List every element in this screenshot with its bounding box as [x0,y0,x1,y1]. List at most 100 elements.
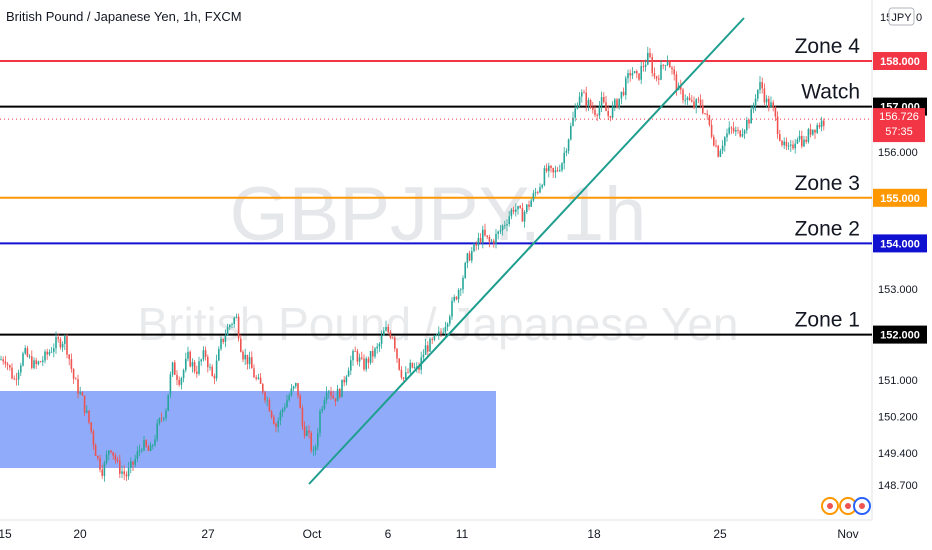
candle-body [130,461,132,468]
candle-body [475,243,477,246]
candle-body [257,377,260,379]
candle-body [209,366,211,368]
event-dot-icon [827,503,833,509]
level-price-tag [873,325,927,344]
candle-body [583,92,585,94]
y-tick-label: 150.200 [878,412,918,424]
candle-body [44,351,46,361]
candle-body [688,97,691,101]
candle-body [319,410,321,434]
candle-body [372,350,374,357]
candle-body [598,106,601,116]
candle-body [471,251,473,261]
candle-body [614,99,616,106]
candle-body [719,150,722,157]
candle-body [233,317,235,325]
level-price-value: 152.000 [880,330,920,342]
candle-body [17,372,20,380]
candle-body [550,165,552,168]
candle-body [301,408,304,427]
candle-body [534,192,537,194]
demand-zone-box[interactable] [0,391,496,468]
candle-body [119,460,121,474]
candle-body [473,243,475,252]
candle-body [570,125,572,140]
candle-body [488,236,491,242]
candle-body [242,351,244,360]
candle-body [737,129,739,131]
candle-body [297,383,299,396]
candle-body [587,100,590,106]
candle-body [77,379,79,394]
events-icon-group[interactable] [821,497,871,515]
candle-body [268,399,271,412]
candle-body [169,374,172,395]
candle-body [660,64,662,80]
candle-body [541,185,543,188]
candle-body [99,457,101,470]
event-dot-icon [845,503,851,509]
candle-body [6,363,9,366]
candle-body [306,430,308,436]
level-price-value: 158.000 [880,56,920,68]
candle-body [651,57,653,74]
candle-body [220,338,222,350]
candle-body [743,130,746,134]
candle-body [50,351,53,353]
candle-body [440,331,442,333]
candle-body [750,109,752,124]
candle-body [299,395,301,409]
candle-body [424,345,427,355]
candle-body [28,356,31,358]
candle-body [11,367,13,379]
candle-body [816,125,818,133]
candle-body [57,337,59,340]
candle-body [39,361,42,363]
candle-body [809,129,812,135]
candle-body [757,89,759,99]
candle-body [451,300,453,317]
candle-body [468,253,471,261]
candle-body [407,372,409,374]
candle-body [438,331,440,335]
candle-body [548,165,550,172]
candle-body [105,454,108,463]
candle-body [552,167,554,173]
candle-body [90,422,92,432]
candle-body [325,392,328,401]
candle-body [88,410,90,423]
price-axis[interactable] [872,0,932,550]
candle-body [31,356,33,368]
candle-body [356,351,359,362]
x-tick-label: 18 [587,527,601,541]
candle-body [466,253,469,263]
candle-body [15,378,18,380]
candle-body [101,469,103,476]
candle-body [658,78,660,80]
candle-body [794,143,796,149]
candle-body [776,116,779,135]
candle-body [429,338,431,352]
candle-body [37,361,40,365]
candle-body [578,96,581,107]
candle-body [70,359,73,369]
trendline[interactable] [308,17,745,485]
candle-body [391,337,394,339]
level-price-value: 155.000 [880,193,920,205]
candle-body [501,225,504,231]
candle-body [627,73,629,79]
candle-body [691,100,693,102]
candle-body [807,129,810,142]
candle-body [213,376,216,379]
candle-body [193,362,196,372]
candle-body [79,392,81,394]
candle-body [818,125,821,128]
candle-body [149,445,152,451]
currency-button[interactable] [888,7,915,26]
candle-body [431,338,433,340]
candle-body [200,359,202,362]
candle-body [812,129,814,135]
candle-body [574,108,576,118]
candle-body [83,395,86,413]
